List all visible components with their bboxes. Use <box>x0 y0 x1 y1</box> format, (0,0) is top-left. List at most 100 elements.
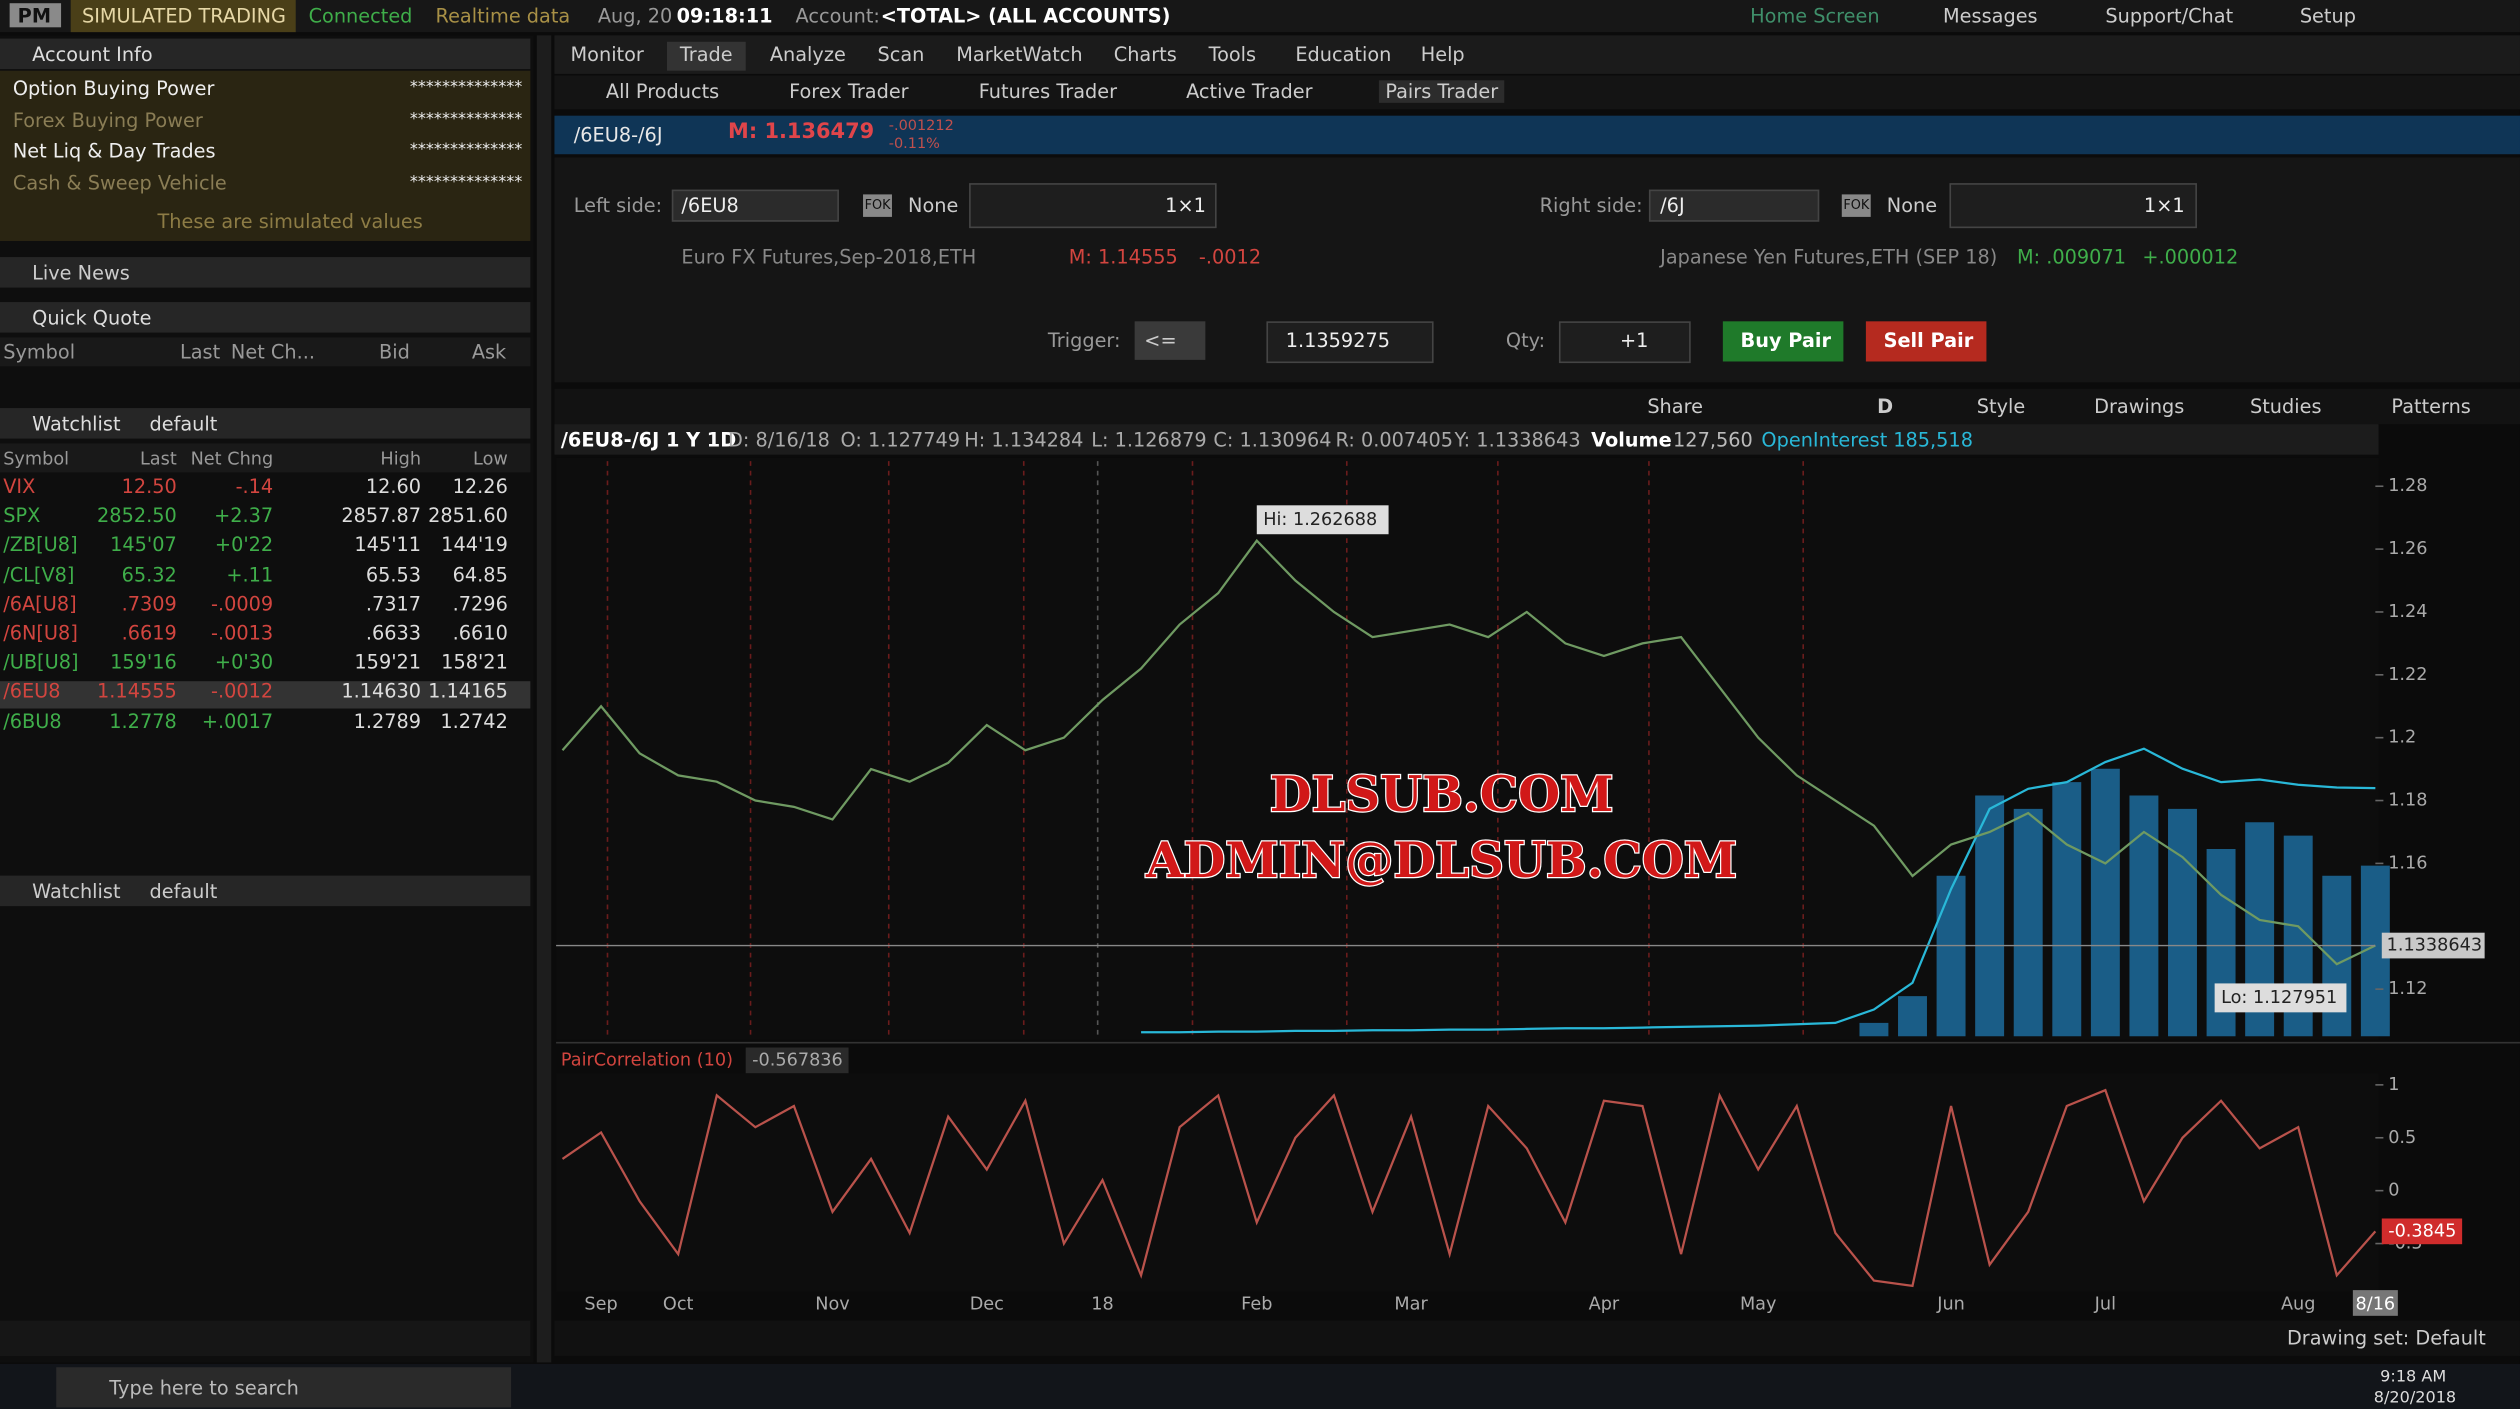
account[interactable]: <TOTAL> (ALL ACCOUNTS) <box>880 4 1171 28</box>
drawing-set[interactable]: Drawing set: Default <box>2286 1327 2486 1350</box>
search-box[interactable] <box>56 1367 512 1408</box>
nav-tab[interactable]: Analyze <box>769 43 846 66</box>
watchlist-cell: /ZB[U8] <box>3 534 78 557</box>
buy-label[interactable]: Buy Pair <box>1740 329 1832 352</box>
sell-button[interactable] <box>1865 321 1987 362</box>
sub-tab[interactable]: Futures Trader <box>978 80 1118 103</box>
qty[interactable]: +1 <box>1619 329 1649 352</box>
side-symbol[interactable]: /6J <box>1660 194 1685 217</box>
sub-tab[interactable]: All Products <box>605 80 720 103</box>
x-tick-label: Dec <box>970 1295 1004 1315</box>
column-label: Ask <box>471 340 507 364</box>
ohlc-field: Y: 1.1338643 <box>1454 428 1581 452</box>
section-header <box>0 875 531 907</box>
ratio-box[interactable] <box>1949 183 2197 229</box>
column-label: Bid <box>378 340 410 364</box>
nav-tab[interactable]: Trade <box>666 41 746 71</box>
y-tick-label: 1.22 <box>2388 665 2427 685</box>
watchlist-cell: -.0012 <box>211 680 274 703</box>
watchlist-cell: 159'21 <box>354 650 422 674</box>
volume-bar <box>2013 808 2043 1037</box>
x-tick-label: Jun <box>1936 1295 1965 1315</box>
row-highlight <box>0 681 531 709</box>
section-title[interactable]: Quick Quote <box>32 306 152 330</box>
symbol-box[interactable] <box>1648 189 1820 222</box>
watchlist-cell: 65.53 <box>365 563 422 586</box>
y-tick-label: 1.16 <box>2388 853 2427 873</box>
nav-tab[interactable]: Monitor <box>570 43 644 66</box>
ratio-box[interactable] <box>969 183 1217 229</box>
side-symbol[interactable]: /6EU8 <box>681 194 739 217</box>
mode-box <box>70 0 296 33</box>
trigger-op[interactable]: <= <box>1144 329 1177 352</box>
toolbar-button[interactable]: D <box>1877 395 1894 418</box>
sub-tab[interactable]: Pairs Trader <box>1378 80 1505 103</box>
qty-label: Qty: <box>1505 329 1546 352</box>
nav-tab[interactable]: Scan <box>877 43 925 66</box>
watchlist-cell: 1.2789 <box>353 709 422 732</box>
route[interactable]: None <box>908 194 959 217</box>
watchlist-cell: 12.26 <box>452 475 508 499</box>
column-label: Symbol <box>3 448 70 470</box>
watchlist-cell: 1.14555 <box>97 680 177 703</box>
chart-header <box>554 424 2379 455</box>
search-placeholder[interactable]: Type here to search <box>109 1376 299 1400</box>
toolbar-button[interactable]: Share <box>1647 395 1703 418</box>
toolbar-button[interactable]: Drawings <box>2094 395 2185 418</box>
nav-tab[interactable]: Charts <box>1113 43 1177 66</box>
watchlist-cell: .6610 <box>452 621 508 645</box>
nav-tab[interactable]: Tools <box>1208 43 1257 66</box>
section-title[interactable]: Watchlist <box>32 412 121 436</box>
title-bar <box>0 0 2520 33</box>
last-corr-box <box>2381 1218 2463 1245</box>
sub-tab[interactable]: Active Trader <box>1186 80 1313 103</box>
last-price-label: 1.1338643 <box>2387 936 2482 956</box>
pair-change-pct: -0.11% <box>888 136 940 153</box>
trigger-box[interactable] <box>1266 321 1434 364</box>
operator-box[interactable] <box>1134 321 1206 360</box>
logo: PM <box>17 4 52 28</box>
watchlist-cell: 158'21 <box>441 650 508 674</box>
x-tick-label: Sep <box>584 1295 617 1315</box>
top-link[interactable]: Setup <box>2299 4 2356 28</box>
date: Aug, 20 <box>597 4 673 28</box>
top-link[interactable]: Home Screen <box>1750 4 1880 28</box>
volume-bar <box>2052 782 2082 1037</box>
watchlist-cell: VIX <box>3 475 36 499</box>
nav-tab[interactable]: Education <box>1295 43 1392 66</box>
section-title[interactable]: Account Info <box>32 43 153 66</box>
section-title[interactable]: Live News <box>32 261 130 285</box>
side-mark: M: .009071 <box>2016 245 2126 269</box>
watchlist-name[interactable]: default <box>149 880 218 903</box>
toolbar-button[interactable]: Patterns <box>2391 395 2471 418</box>
section-header <box>0 38 531 70</box>
watchlist-cell: 64.85 <box>452 563 508 586</box>
oi-value: 185,518 <box>1893 428 1973 452</box>
pair-symbol[interactable]: /6EU8-/6J <box>573 123 663 147</box>
trigger-value[interactable]: 1.1359275 <box>1285 329 1391 352</box>
toolbar-button[interactable]: Studies <box>2249 395 2322 418</box>
lo-box <box>2214 983 2347 1013</box>
volume-bar <box>2090 768 2120 1037</box>
watchlist-name[interactable]: default <box>149 412 218 436</box>
watchlist-cell: 1.2742 <box>440 709 508 732</box>
nav-tab[interactable]: MarketWatch <box>956 43 1083 66</box>
time: 09:18:11 <box>676 4 773 28</box>
clock-time: 9:18 AM <box>2380 1368 2447 1387</box>
route[interactable]: None <box>1886 194 1938 217</box>
qty-box[interactable] <box>1558 321 1691 364</box>
sell-label[interactable]: Sell Pair <box>1883 329 1974 352</box>
top-link[interactable]: Support/Chat <box>2105 4 2234 28</box>
toolbar-button[interactable]: Style <box>1976 395 2026 418</box>
buy-button[interactable] <box>1722 321 1844 362</box>
section-title[interactable]: Watchlist <box>32 880 121 903</box>
watchlist-cell: .7317 <box>365 592 422 616</box>
sub-tab[interactable]: Forex Trader <box>789 80 909 103</box>
watchlist-cell: 1.2778 <box>109 709 177 732</box>
top-link[interactable]: Messages <box>1943 4 2038 28</box>
symbol-box[interactable] <box>671 189 839 222</box>
study-title: PairCorrelation (10) <box>561 1050 733 1070</box>
nav-tab[interactable]: Help <box>1420 43 1465 66</box>
watchlist-cell: 145'11 <box>354 534 422 557</box>
